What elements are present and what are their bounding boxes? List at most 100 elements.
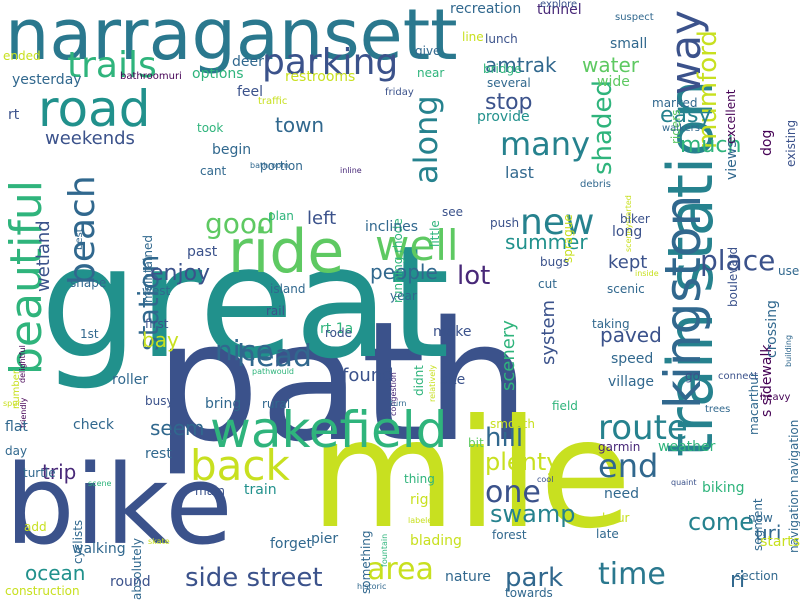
word-now: now — [748, 511, 773, 525]
word-along: along — [407, 95, 445, 184]
word-found: found — [342, 365, 394, 386]
word-swamp: swamp — [490, 500, 576, 528]
word-connect: connect — [718, 371, 758, 382]
word-bring: bring — [205, 396, 242, 412]
word-bugs: bugs — [540, 255, 570, 269]
word-speed: speed — [611, 351, 654, 367]
word-route: route — [598, 408, 688, 448]
word-building: building — [784, 335, 793, 368]
word-shaded: shaded — [588, 80, 618, 175]
word-restrooms: restrooms — [285, 69, 356, 85]
word-seem: seem — [150, 416, 205, 440]
word-site: site — [440, 372, 466, 388]
word-long: long — [612, 224, 643, 240]
word-water: water — [582, 53, 639, 77]
word-turn: turn — [390, 399, 407, 408]
word-near: near — [417, 66, 445, 80]
word-great: great — [40, 212, 450, 393]
word-blading: blading — [410, 533, 462, 549]
word-field: field — [552, 399, 578, 413]
word-begin: begin — [212, 142, 252, 158]
word-bit: bit — [468, 436, 484, 450]
word-congestion: congestion — [389, 371, 398, 416]
word-trip: trip — [42, 460, 77, 484]
word-yesterday: yesterday — [12, 72, 82, 88]
word-garmin: garmin — [598, 440, 641, 454]
word-didnt: didnt — [412, 365, 426, 396]
word-historic: historic — [357, 582, 387, 591]
word-inline: inline — [340, 166, 362, 175]
word-rest: rest — [145, 446, 172, 462]
word-parking: parking — [262, 42, 399, 83]
word-cant: cant — [200, 164, 227, 178]
word-biker: biker — [620, 212, 650, 226]
word-starts: starts — [760, 534, 800, 550]
word-path: path — [155, 286, 531, 478]
word-existing: existing — [784, 120, 798, 168]
word-labeled: labeled — [408, 516, 438, 525]
word-west: west — [142, 284, 171, 298]
word-bay: bay — [142, 328, 179, 352]
word-suspect: suspect — [615, 12, 654, 23]
word-late: late — [596, 527, 619, 541]
word-summer: summer — [505, 230, 588, 254]
word-recreation: recreation — [450, 1, 522, 17]
word-hill: hill — [485, 423, 524, 453]
word-absolutely: absolutely — [130, 537, 144, 600]
word-tunnel: tunnel — [537, 2, 582, 18]
word-bike: bike — [5, 441, 233, 569]
word-well: well — [375, 221, 459, 270]
word-past: past — [187, 244, 218, 260]
word-1st: 1st — [80, 327, 99, 341]
word-good: good — [205, 207, 275, 240]
word-kingston: kingston — [654, 195, 712, 410]
word-plenty: plenty — [485, 448, 561, 476]
word-forest: forest — [492, 528, 527, 542]
word-ocean: ocean — [25, 561, 86, 585]
word-go: go — [685, 369, 700, 383]
word-provide: provide — [477, 109, 530, 125]
word-rural: rural — [262, 397, 291, 411]
word-little: little — [428, 220, 442, 247]
word-need: need — [604, 486, 639, 502]
word-one: one — [485, 475, 541, 510]
word-feel: feel — [237, 84, 264, 100]
word-walkers: walkers — [662, 123, 700, 134]
word-end: end — [598, 447, 659, 485]
word-explore: explore — [540, 0, 578, 10]
word-uri: uri — [755, 521, 782, 545]
word-park: park — [505, 563, 564, 593]
word-amtrak: amtrak — [485, 53, 557, 77]
word-push: push — [490, 216, 520, 230]
word-forget: forget — [270, 536, 312, 552]
word-inclines: inclines — [365, 219, 419, 235]
word-portion: portion — [260, 159, 303, 173]
word-marked: marked — [652, 96, 698, 110]
word-wetland: wetland — [33, 220, 54, 292]
word-cool: cool — [537, 475, 554, 484]
word-lot: lot — [457, 261, 491, 291]
word-busy: busy — [145, 394, 174, 408]
word-many: many — [500, 125, 590, 163]
word-new: new — [520, 202, 595, 243]
word-come: come — [688, 508, 755, 536]
word-left: left — [307, 208, 337, 229]
word-skate: skate — [148, 537, 170, 546]
word-bridge: bridge — [483, 62, 522, 76]
word-quaint: quaint — [671, 478, 697, 487]
word-rt: rt — [8, 107, 20, 123]
word-small: small — [610, 36, 648, 52]
word-roller: roller — [112, 372, 149, 388]
word-debris: debris — [580, 179, 611, 190]
word-enjoy: enjoy — [150, 261, 211, 286]
word-boulevard: boulevard — [726, 246, 740, 308]
word-inside: inside — [635, 269, 659, 278]
word-line: line — [462, 30, 484, 44]
word-scene: scene — [88, 479, 112, 488]
word-excellent: excellent — [724, 89, 738, 145]
word-trails: trails — [67, 45, 157, 86]
word-views: views — [724, 140, 740, 180]
word-time: time — [598, 557, 666, 592]
word-side-street: side street — [185, 563, 323, 593]
